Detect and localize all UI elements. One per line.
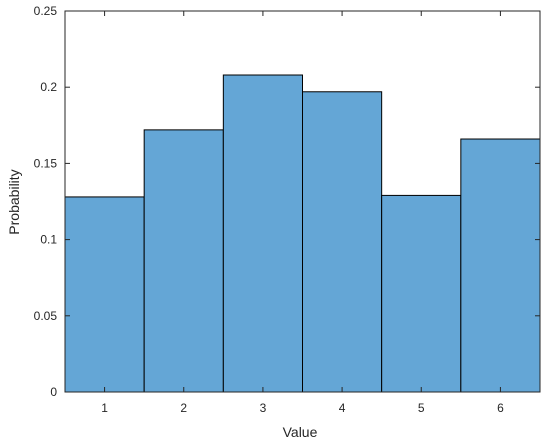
x-tick-label: 5 xyxy=(418,401,425,415)
x-tick-label: 4 xyxy=(339,401,346,415)
y-tick-label: 0.05 xyxy=(34,309,58,323)
x-tick-label: 2 xyxy=(180,401,187,415)
bar-5 xyxy=(381,194,462,393)
x-axis-label: Value xyxy=(283,424,318,440)
x-tick-label: 1 xyxy=(101,401,108,415)
bar-group xyxy=(64,74,541,393)
y-tick-label: 0.25 xyxy=(34,4,58,18)
bar-1 xyxy=(64,196,145,393)
y-ticks-group: 0 0.05 0.1 0.15 0.2 0.25 xyxy=(34,4,540,399)
plot-frame xyxy=(64,10,541,393)
axes-group xyxy=(64,10,541,393)
y-tick-label: 0.1 xyxy=(40,233,57,247)
bar-2 xyxy=(143,129,224,393)
x-ticks-group: 1 2 3 4 5 6 xyxy=(101,11,504,415)
bar-6 xyxy=(460,138,541,393)
bar-4 xyxy=(302,91,383,393)
y-tick-label: 0.2 xyxy=(40,80,57,94)
y-tick-label: 0.15 xyxy=(34,156,58,170)
bar-3 xyxy=(222,74,303,393)
x-tick-label: 6 xyxy=(497,401,504,415)
y-axis-label: Probability xyxy=(6,169,22,234)
y-tick-label: 0 xyxy=(50,385,57,399)
x-tick-label: 3 xyxy=(260,401,267,415)
